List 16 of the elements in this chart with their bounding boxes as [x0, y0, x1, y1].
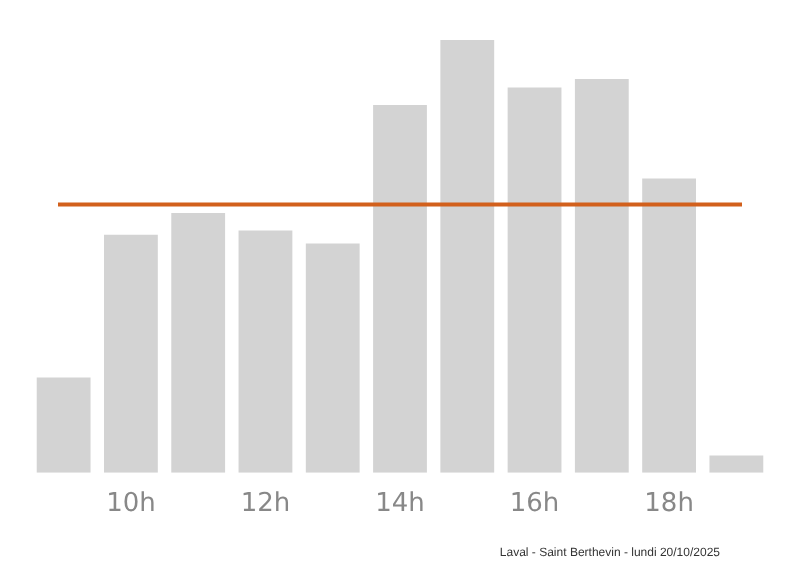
x-tick-label: 18h: [644, 489, 694, 520]
bar: [373, 104, 427, 473]
x-tick-label: 16h: [509, 489, 560, 520]
bar: [305, 243, 360, 473]
bar: [440, 40, 495, 473]
bar: [104, 234, 158, 473]
bar: [642, 178, 696, 473]
bar: [36, 377, 91, 473]
bar: [507, 87, 562, 473]
bar: [171, 213, 226, 473]
bar: [709, 455, 764, 473]
bar: [238, 230, 293, 473]
x-tick-label: 12h: [240, 489, 291, 520]
x-tick-label: 10h: [106, 489, 156, 520]
x-tick-label: 14h: [375, 489, 425, 520]
bar: [574, 78, 629, 473]
